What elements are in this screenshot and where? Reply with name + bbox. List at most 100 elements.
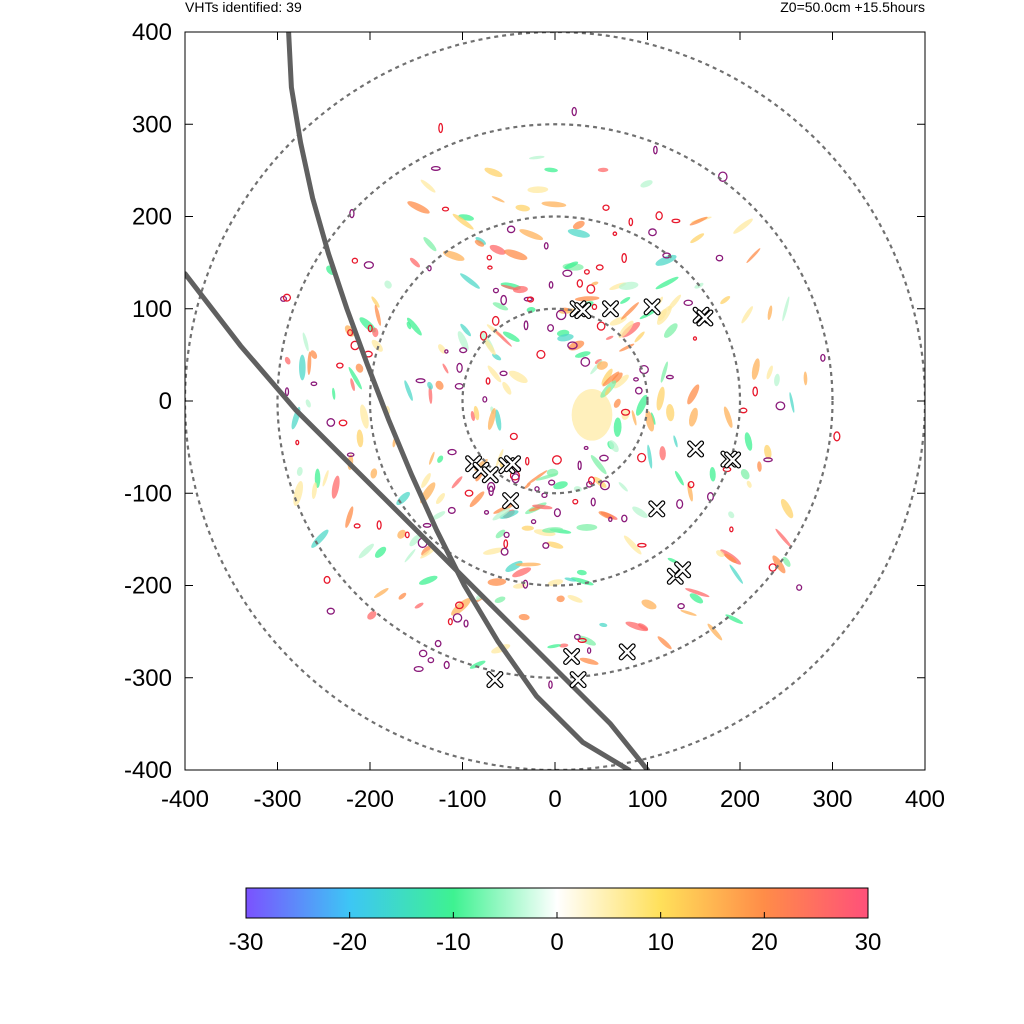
field-patch [575, 351, 591, 358]
contour-loop [499, 370, 508, 377]
field-patch [310, 350, 318, 359]
field-patch [623, 535, 642, 555]
contour-loop [715, 254, 724, 262]
range-ring [461, 307, 649, 495]
track-line [286, 32, 632, 770]
field-patch [641, 599, 657, 610]
contour-loop [525, 456, 530, 466]
contour-loop [447, 506, 456, 514]
contour-loop [530, 519, 537, 525]
field-patch [372, 327, 379, 338]
field-patch [524, 482, 531, 489]
field-patch [596, 361, 608, 370]
field-patch [640, 180, 653, 188]
field-patch [590, 455, 607, 475]
contour-loop [653, 145, 658, 155]
field-patch [373, 588, 389, 599]
field-patch [689, 593, 704, 604]
field-patch [398, 592, 407, 600]
field-patch [664, 323, 678, 338]
contour-loop [586, 284, 596, 294]
field-patch [452, 213, 474, 230]
field-patch [519, 229, 544, 241]
vht-marker [602, 300, 619, 318]
contour-loop [633, 377, 639, 382]
contour-loop [576, 279, 584, 288]
vht-marker [674, 561, 692, 579]
field-patch [473, 405, 480, 421]
field-patch [733, 218, 753, 234]
field-patch [371, 296, 380, 308]
field-patch [674, 470, 684, 486]
contour-loop [351, 257, 359, 264]
field-patch [311, 529, 329, 548]
vht-marker [563, 648, 581, 665]
contour-loop [648, 228, 657, 237]
contour-loop [485, 377, 491, 385]
field-patch [532, 504, 553, 510]
colorbar: -30 -20 -10 0 10 20 30 [229, 887, 882, 956]
field-patch [470, 410, 476, 422]
contour-loop [338, 419, 348, 427]
field-patch [688, 407, 698, 427]
field-patch [542, 527, 563, 533]
contour-loop [413, 665, 424, 672]
track-line [185, 271, 650, 770]
field-patch [487, 408, 496, 430]
field-patch [483, 547, 504, 555]
contour-loop [367, 324, 373, 333]
contour-loop [500, 294, 508, 306]
contour-loop [612, 231, 618, 237]
field-patch [605, 335, 614, 340]
vht-marker [502, 492, 520, 510]
field-patch [512, 567, 532, 578]
contour-loop [404, 531, 410, 539]
field-patch [356, 429, 364, 448]
field-patch [350, 378, 355, 392]
field-patch [656, 386, 665, 411]
x-tick-label: 400 [905, 786, 945, 813]
field-patch [307, 351, 312, 375]
contour-loop [752, 386, 759, 397]
field-patch [414, 602, 424, 609]
vht-marker [687, 440, 705, 458]
colorbar-tick-label: 20 [751, 929, 778, 956]
field-patch [655, 276, 679, 290]
field-patch [427, 381, 433, 390]
field-patch [370, 468, 378, 479]
vht-marker [696, 309, 714, 327]
field-patch [345, 506, 354, 528]
contour-loop [323, 575, 331, 584]
field-patch [707, 623, 723, 641]
field-patch [544, 167, 558, 173]
field-patch [374, 546, 387, 558]
field-patch [487, 578, 507, 586]
y-tick-label: 400 [132, 19, 172, 46]
field-patch [666, 404, 675, 422]
field-patch [407, 201, 430, 214]
contour-loop [687, 480, 695, 489]
field-patch [491, 196, 505, 203]
contour-loop [553, 508, 561, 518]
contour-loop [526, 296, 535, 303]
field-patch [660, 361, 668, 383]
field-patch [601, 368, 613, 386]
field-patch [619, 343, 635, 352]
field-patch [409, 534, 421, 547]
contour-loop [796, 584, 803, 591]
contour-loop [590, 497, 596, 507]
vht-count-label: VHTs identified: 39 [185, 0, 302, 15]
field-patch [442, 363, 449, 374]
contour-loop [586, 480, 593, 488]
field-patch [767, 305, 773, 320]
vht-marker [472, 461, 490, 479]
colorbar-tick-label: 30 [855, 929, 882, 956]
x-tick-label: -400 [161, 786, 209, 813]
contour-loop [452, 613, 463, 623]
contour-loop [572, 498, 579, 505]
field-patch [764, 444, 772, 460]
field-patch [384, 280, 392, 289]
vht-marker [643, 298, 661, 316]
field-patch [557, 333, 574, 342]
field-patch [305, 399, 311, 408]
